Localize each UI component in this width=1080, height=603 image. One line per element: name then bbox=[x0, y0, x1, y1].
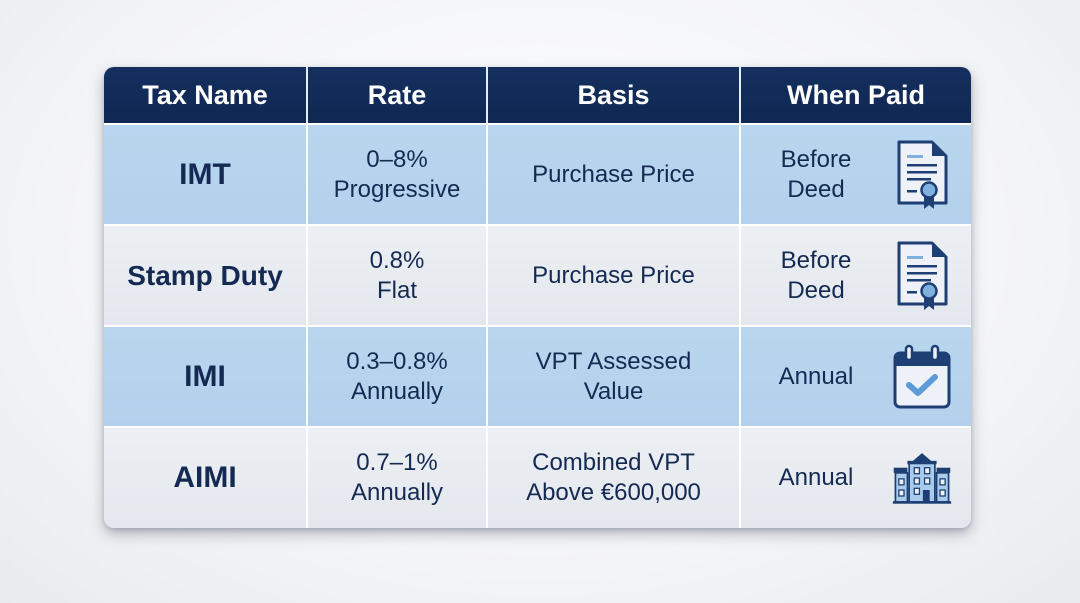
rate-cell: 0.7–1% Annually bbox=[307, 426, 488, 528]
rate-type: Flat bbox=[376, 276, 417, 304]
when-paid-cell: Before Deed bbox=[740, 123, 971, 225]
rate-cell: 0.8% Flat bbox=[307, 224, 488, 326]
building-icon bbox=[892, 442, 952, 514]
table-header-row: Tax Name Rate Basis When Paid bbox=[104, 67, 971, 124]
rate-type: Progressive bbox=[333, 175, 461, 203]
basis-text: Purchase Price bbox=[532, 261, 695, 289]
tax-name-cell: IMT bbox=[104, 123, 308, 225]
basis-text: Above €600,000 bbox=[526, 479, 701, 506]
certificate-document-icon bbox=[892, 240, 952, 312]
rate-type: Annually bbox=[350, 377, 444, 405]
rate-value: 0.8% bbox=[369, 246, 425, 274]
rate-value: 0.3–0.8% bbox=[346, 347, 448, 375]
header-rate: Rate bbox=[307, 67, 488, 124]
certificate-document-icon bbox=[892, 139, 952, 211]
when-paid-text: Deed bbox=[787, 175, 845, 203]
basis-cell: Purchase Price bbox=[487, 123, 741, 225]
rate-cell: 0–8% Progressive bbox=[307, 123, 488, 225]
when-paid-text: Before bbox=[780, 246, 852, 274]
when-paid-cell: Before Deed bbox=[740, 224, 971, 326]
basis-cell: Purchase Price bbox=[487, 224, 741, 326]
header-when-paid: When Paid bbox=[740, 67, 971, 124]
basis-text: Combined VPT bbox=[532, 449, 695, 476]
header-tax-name: Tax Name bbox=[104, 67, 308, 124]
when-paid-text: Annual bbox=[778, 362, 854, 390]
when-paid-text: Before bbox=[780, 145, 852, 173]
table-row: IMT 0–8% Progressive Purchase Price Befo… bbox=[104, 123, 971, 225]
tax-table-card: Tax Name Rate Basis When Paid IMT 0–8% P… bbox=[104, 67, 971, 528]
calendar-check-icon bbox=[892, 341, 952, 413]
when-paid-cell: Annual bbox=[740, 325, 971, 427]
tax-name-cell: AIMI bbox=[104, 426, 308, 528]
table-row: IMI 0.3–0.8% Annually VPT Assessed Value… bbox=[104, 325, 971, 427]
basis-text: VPT Assessed bbox=[535, 347, 692, 375]
basis-cell: VPT Assessed Value bbox=[487, 325, 741, 427]
table-row: Stamp Duty 0.8% Flat Purchase Price Befo… bbox=[104, 224, 971, 326]
basis-cell: Combined VPT Above €600,000 bbox=[487, 426, 741, 528]
rate-type: Annually bbox=[350, 479, 444, 506]
rate-cell: 0.3–0.8% Annually bbox=[307, 325, 488, 427]
rate-value: 0–8% bbox=[366, 145, 428, 173]
tax-table: Tax Name Rate Basis When Paid IMT 0–8% P… bbox=[104, 67, 971, 528]
basis-text: Value bbox=[583, 377, 644, 405]
when-paid-cell: Annual bbox=[740, 426, 971, 528]
basis-text: Purchase Price bbox=[532, 160, 695, 188]
header-basis: Basis bbox=[487, 67, 741, 124]
tax-name-cell: Stamp Duty bbox=[104, 224, 308, 326]
when-paid-text: Annual bbox=[778, 464, 854, 491]
tax-name-cell: IMI bbox=[104, 325, 308, 427]
when-paid-text: Deed bbox=[787, 276, 845, 304]
rate-value: 0.7–1% bbox=[356, 449, 438, 476]
table-row: AIMI 0.7–1% Annually Combined VPT Above … bbox=[104, 426, 971, 528]
